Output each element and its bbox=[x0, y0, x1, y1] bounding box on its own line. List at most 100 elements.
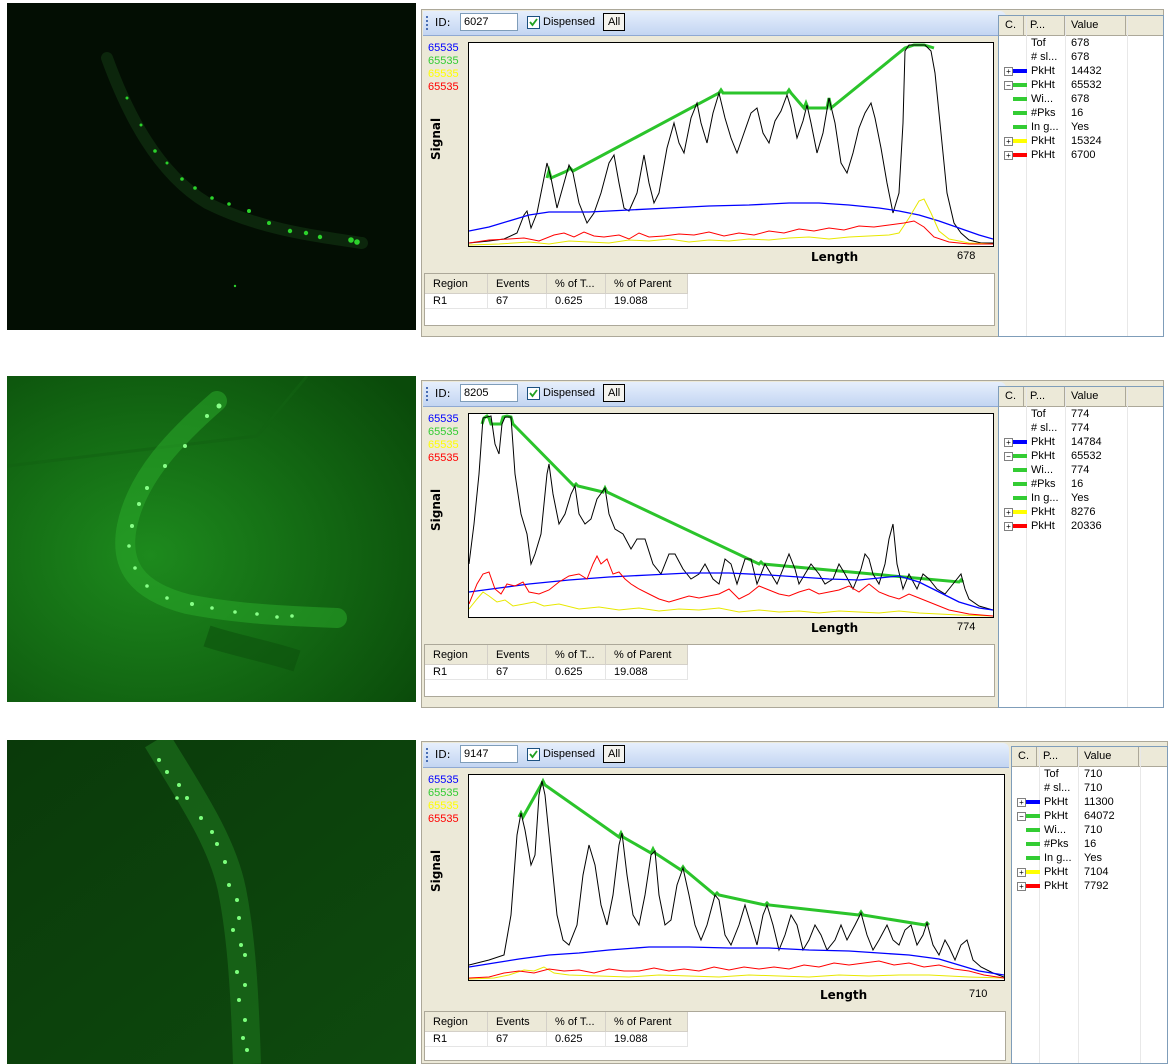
param-row[interactable]: + PkHt 14784 bbox=[999, 435, 1163, 449]
id-input[interactable]: 9147 bbox=[460, 745, 518, 763]
collapse-icon[interactable]: − bbox=[1017, 812, 1026, 821]
param-row[interactable]: + PkHt 11300 bbox=[1012, 795, 1167, 809]
param-row[interactable]: + PkHt 20336 bbox=[999, 519, 1163, 533]
param-value: Yes bbox=[1071, 492, 1089, 504]
channel-color-swatch bbox=[1013, 125, 1027, 129]
dispensed-checkbox[interactable] bbox=[527, 387, 540, 400]
param-row[interactable]: + PkHt 6700 bbox=[999, 148, 1163, 162]
col-pct-total[interactable]: % of T... bbox=[546, 1012, 606, 1032]
param-value: 8276 bbox=[1071, 506, 1096, 518]
toolbar-grip[interactable] bbox=[426, 748, 430, 762]
param-value: Yes bbox=[1071, 121, 1089, 133]
param-row[interactable]: #Pks 16 bbox=[999, 106, 1163, 120]
param-row[interactable]: # sl... 710 bbox=[1012, 781, 1167, 795]
signal-plot[interactable] bbox=[468, 42, 994, 247]
param-name: PkHt bbox=[1044, 810, 1068, 822]
channel-max-legend: 65535 65535 65535 65535 bbox=[428, 413, 459, 465]
param-row[interactable]: Wi... 710 bbox=[1012, 823, 1167, 837]
signal-plot[interactable] bbox=[468, 413, 994, 618]
col-region[interactable]: Region bbox=[425, 645, 488, 665]
param-row[interactable]: Tof 710 bbox=[1012, 767, 1167, 781]
param-row[interactable]: In g... Yes bbox=[1012, 851, 1167, 865]
param-value: 7792 bbox=[1084, 880, 1109, 892]
col-c[interactable]: C. bbox=[1012, 747, 1037, 766]
param-row[interactable]: Tof 774 bbox=[999, 407, 1163, 421]
toolbar-grip[interactable] bbox=[426, 16, 430, 30]
param-row[interactable]: + PkHt 7792 bbox=[1012, 879, 1167, 893]
param-row[interactable]: Wi... 678 bbox=[999, 92, 1163, 106]
col-events[interactable]: Events bbox=[487, 1012, 547, 1032]
param-row[interactable]: + PkHt 15324 bbox=[999, 134, 1163, 148]
col-value[interactable]: Value bbox=[1078, 747, 1139, 766]
channel-color-swatch bbox=[1013, 83, 1027, 87]
col-region[interactable]: Region bbox=[425, 274, 488, 294]
param-row[interactable]: # sl... 774 bbox=[999, 421, 1163, 435]
table-row[interactable]: R1 67 0.625 19.088 bbox=[425, 1031, 688, 1047]
table-row[interactable]: R1 67 0.625 19.088 bbox=[425, 664, 688, 680]
param-row[interactable]: #Pks 16 bbox=[1012, 837, 1167, 851]
green-peak-fill bbox=[545, 43, 935, 181]
col-value[interactable]: Value bbox=[1065, 387, 1126, 406]
collapse-icon[interactable]: − bbox=[1004, 452, 1013, 461]
param-value: 64072 bbox=[1084, 810, 1115, 822]
param-row[interactable]: # sl... 678 bbox=[999, 50, 1163, 64]
checkmark-icon bbox=[529, 750, 538, 759]
param-row[interactable]: + PkHt 14432 bbox=[999, 64, 1163, 78]
param-row[interactable]: + PkHt 8276 bbox=[999, 505, 1163, 519]
col-c[interactable]: C. bbox=[999, 387, 1024, 406]
col-p[interactable]: P... bbox=[1037, 747, 1078, 766]
all-button[interactable]: All bbox=[603, 13, 626, 31]
col-events[interactable]: Events bbox=[487, 274, 547, 294]
param-row[interactable]: Tof 678 bbox=[999, 36, 1163, 50]
param-value: 774 bbox=[1071, 408, 1090, 420]
param-name: PkHt bbox=[1031, 149, 1055, 161]
expand-icon[interactable]: + bbox=[1004, 522, 1013, 531]
param-row[interactable]: In g... Yes bbox=[999, 120, 1163, 134]
col-pct-parent[interactable]: % of Parent bbox=[605, 645, 688, 665]
col-pct-parent[interactable]: % of Parent bbox=[605, 274, 688, 294]
channel-color-swatch bbox=[1026, 884, 1040, 888]
dispensed-checkbox[interactable] bbox=[527, 748, 540, 761]
param-name: PkHt bbox=[1044, 866, 1068, 878]
param-value: 16 bbox=[1071, 478, 1084, 490]
col-pct-total[interactable]: % of T... bbox=[546, 274, 606, 294]
dispensed-checkbox[interactable] bbox=[527, 16, 540, 29]
param-row[interactable]: + PkHt 7104 bbox=[1012, 865, 1167, 879]
all-button[interactable]: All bbox=[603, 384, 626, 402]
legend-value-blue: 65535 bbox=[428, 413, 459, 425]
col-p[interactable]: P... bbox=[1024, 387, 1065, 406]
param-row[interactable]: − PkHt 64072 bbox=[1012, 809, 1167, 823]
param-row[interactable]: − PkHt 65532 bbox=[999, 449, 1163, 463]
fluorescence-image-1 bbox=[7, 3, 416, 330]
col-pct-total[interactable]: % of T... bbox=[546, 645, 606, 665]
param-value: 14784 bbox=[1071, 436, 1102, 448]
col-region[interactable]: Region bbox=[425, 1012, 488, 1032]
expand-icon[interactable]: + bbox=[1004, 137, 1013, 146]
param-row[interactable]: In g... Yes bbox=[999, 491, 1163, 505]
param-row[interactable]: Wi... 774 bbox=[999, 463, 1163, 477]
col-c[interactable]: C. bbox=[999, 16, 1024, 35]
param-row[interactable]: − PkHt 65532 bbox=[999, 78, 1163, 92]
collapse-icon[interactable]: − bbox=[1004, 81, 1013, 90]
table-row[interactable]: R1 67 0.625 19.088 bbox=[425, 293, 688, 309]
expand-icon[interactable]: + bbox=[1017, 882, 1026, 891]
col-events[interactable]: Events bbox=[487, 645, 547, 665]
param-row[interactable]: #Pks 16 bbox=[999, 477, 1163, 491]
signal-plot[interactable] bbox=[468, 774, 1005, 981]
black-trace bbox=[469, 44, 993, 244]
expand-icon[interactable]: + bbox=[1004, 508, 1013, 517]
expand-icon[interactable]: + bbox=[1017, 798, 1026, 807]
yellow-trace bbox=[469, 198, 993, 246]
param-value: 14432 bbox=[1071, 65, 1102, 77]
expand-icon[interactable]: + bbox=[1004, 151, 1013, 160]
id-input[interactable]: 6027 bbox=[460, 13, 518, 31]
col-value[interactable]: Value bbox=[1065, 16, 1126, 35]
toolbar-grip[interactable] bbox=[426, 387, 430, 401]
id-input[interactable]: 8205 bbox=[460, 384, 518, 402]
col-p[interactable]: P... bbox=[1024, 16, 1065, 35]
expand-icon[interactable]: + bbox=[1004, 67, 1013, 76]
col-pct-parent[interactable]: % of Parent bbox=[605, 1012, 688, 1032]
expand-icon[interactable]: + bbox=[1004, 438, 1013, 447]
all-button[interactable]: All bbox=[603, 745, 626, 763]
expand-icon[interactable]: + bbox=[1017, 868, 1026, 877]
